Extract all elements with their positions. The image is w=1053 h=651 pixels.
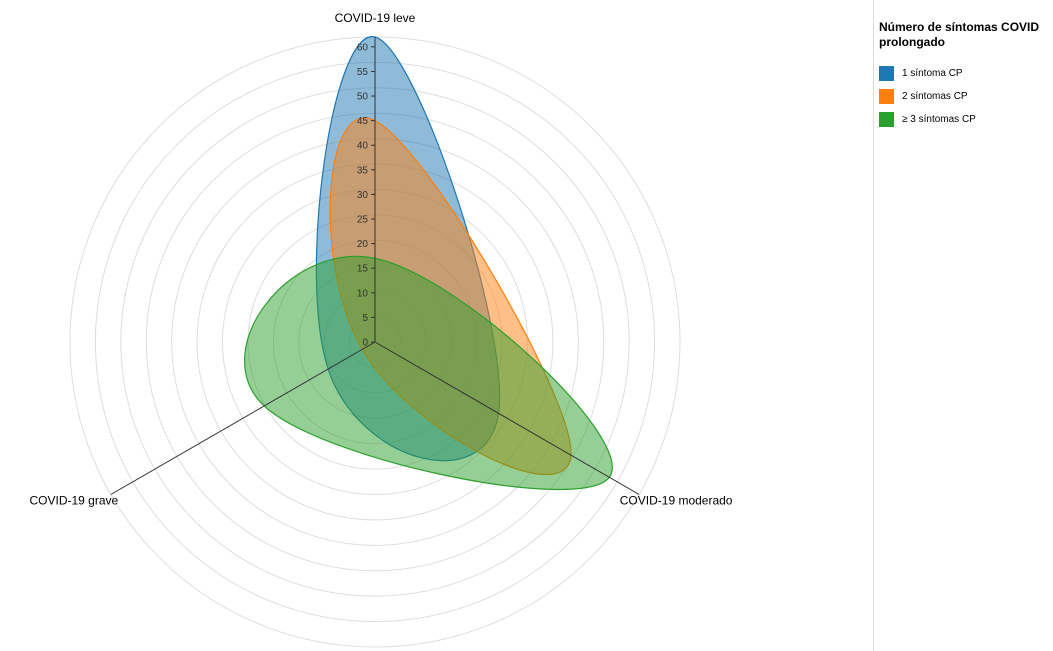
legend-title: Número de síntomas COVID prolongado (879, 20, 1040, 49)
tick-label: 40 (357, 141, 369, 152)
tick-label: 55 (357, 67, 369, 78)
legend-item-1-sintoma[interactable]: 1 síntoma CP (879, 62, 1053, 85)
tick-label: 50 (357, 92, 369, 103)
legend-item-3-sintomas[interactable]: ≥ 3 síntomas CP (879, 108, 1053, 131)
legend-swatch-1-sintoma (879, 66, 894, 81)
legend-swatch-3-sintomas (879, 112, 894, 127)
tick-label: 25 (357, 215, 369, 226)
tick-label: 15 (357, 264, 369, 275)
axis-labels: COVID-19 leve COVID-19 moderado COVID-19 g… (30, 11, 733, 508)
tick-label: 10 (357, 288, 369, 299)
legend-label-2-sintomas: 2 síntomas CP (902, 91, 968, 102)
tick-label: 30 (357, 190, 369, 201)
axis-line (110, 341, 376, 495)
legend-label-1-sintoma: 1 síntoma CP (902, 68, 963, 79)
axis-label: COVID-19 moderado (620, 494, 733, 508)
tick-label: 45 (357, 116, 369, 127)
tick-label: 20 (357, 239, 369, 250)
radial-ticks: 0 5 10 15 20 25 30 35 40 45 50 55 60 (357, 42, 375, 349)
axes (110, 37, 640, 495)
legend: Número de síntomas COVID prolongado 1 sí… (879, 20, 1053, 131)
axis-label: COVID-19 leve (335, 11, 416, 25)
tick-label: 35 (357, 165, 369, 176)
legend-label-3-sintomas: ≥ 3 síntomas CP (902, 114, 976, 125)
tick-label: 0 (362, 338, 368, 349)
axis-label: COVID-19 grave (30, 494, 119, 508)
tick-label: 5 (362, 313, 368, 324)
series-areas (244, 36, 613, 490)
axis-line (374, 341, 640, 495)
legend-swatch-2-sintomas (879, 89, 894, 104)
radar-chart-area: 0 5 10 15 20 25 30 35 40 45 50 55 60 COVID-19 leve CO… (30, 0, 874, 651)
tick-label: 60 (357, 42, 369, 53)
legend-item-2-sintomas[interactable]: 2 síntomas CP (879, 85, 1053, 108)
